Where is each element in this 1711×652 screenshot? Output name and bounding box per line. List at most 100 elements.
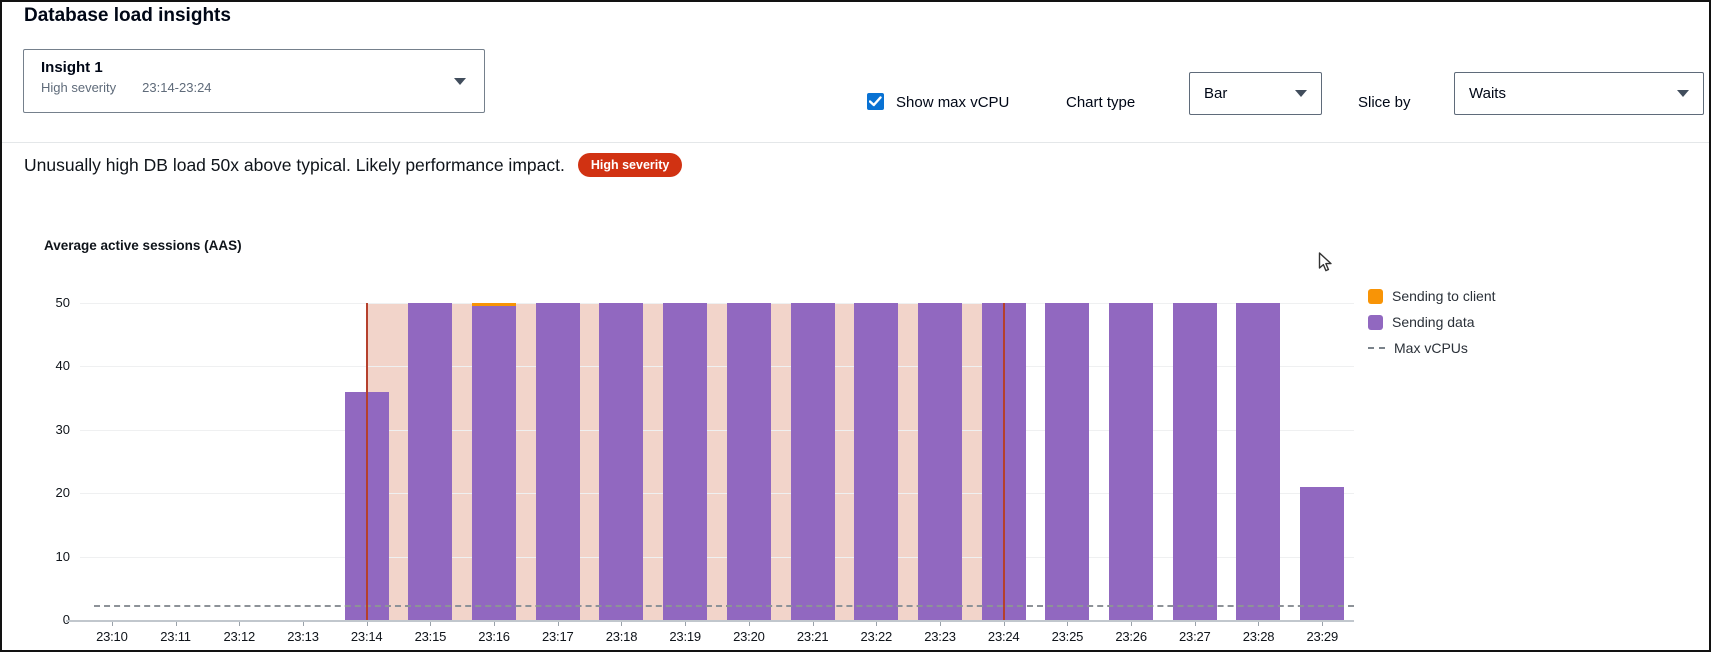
y-tick-label: 30 (55, 421, 70, 437)
legend-swatch-icon (1368, 314, 1383, 330)
legend-label: Max vCPUs (1394, 340, 1468, 356)
chart-title: Average active sessions (AAS) (44, 238, 242, 253)
x-tick-label: 23:28 (1242, 629, 1275, 644)
bar-23:27-sending-data[interactable] (1172, 303, 1217, 620)
x-tick-label: 23:18 (605, 629, 638, 644)
aas-bar-chart[interactable] (66, 303, 1354, 626)
legend-swatch-icon (1368, 288, 1383, 304)
slice-by-select[interactable]: Waits (1454, 72, 1704, 115)
x-tick-label: 23:10 (96, 629, 128, 644)
x-tick-mark (939, 622, 941, 626)
insight-selector-value: Insight 1 (41, 59, 103, 76)
bar-23:21-sending-data[interactable] (790, 303, 835, 620)
legend-label: Sending data (1392, 314, 1475, 330)
gridline (80, 493, 1354, 495)
insight-selector-subtext: High severity 23:14-23:24 (41, 78, 468, 98)
x-tick-mark (1003, 622, 1005, 626)
chart-legend: Sending to client Sending data Max vCPUs (1368, 288, 1496, 366)
bar-23:29-sending-data[interactable] (1300, 486, 1345, 620)
slice-by-selected-value: Waits (1469, 85, 1506, 102)
bar-23:28-sending-data[interactable] (1236, 303, 1281, 620)
legend-item: Sending to client (1368, 288, 1496, 304)
y-tick-label: 40 (55, 358, 70, 374)
x-tick-mark (175, 622, 177, 626)
x-tick-mark (621, 622, 623, 626)
x-tick-mark (812, 622, 814, 626)
x-tick-mark (1258, 622, 1260, 626)
gridline (80, 429, 1354, 431)
insight-time-range: 23:14-23:24 (142, 80, 212, 95)
x-tick-mark (111, 622, 113, 626)
bar-23:26-sending-data[interactable] (1109, 303, 1154, 620)
x-tick-label: 23:13 (287, 629, 319, 644)
x-tick-label: 23:21 (796, 629, 829, 644)
insight-boundary-line (1002, 303, 1005, 620)
x-tick-label: 23:16 (478, 629, 510, 644)
bar-23:20-sending-data[interactable] (726, 303, 771, 620)
check-icon (869, 96, 882, 107)
y-tick-label: 0 (34, 612, 70, 627)
x-tick-mark (1131, 622, 1133, 626)
show-max-vcpu-checkbox[interactable] (867, 93, 884, 110)
bar-23:15-sending-data[interactable] (408, 303, 453, 620)
x-tick-label: 23:17 (542, 629, 574, 644)
x-tick-label: 23:22 (860, 629, 893, 644)
bar-23:17-sending-data[interactable] (535, 303, 580, 620)
bar-23:18-sending-data[interactable] (599, 303, 644, 620)
x-axis-labels: 23:10 23:11 23:12 23:13 23:14 23:15 23:16 23:17… (80, 629, 1354, 644)
insight-summary: Unusually high DB load 50x above typical… (24, 153, 683, 178)
insight-summary-text: Unusually high DB load 50x above typical… (24, 154, 565, 175)
bar-23:22-sending-data[interactable] (854, 303, 899, 620)
bar-23:16-sending-to-client[interactable] (472, 303, 517, 307)
severity-badge: High severity (577, 153, 683, 178)
x-tick-label: 23:12 (223, 629, 256, 644)
x-tick-mark (748, 622, 750, 626)
bar-23:19-sending-data[interactable] (663, 303, 708, 620)
chart-type-select[interactable]: Bar (1189, 72, 1322, 115)
gridline (80, 556, 1354, 558)
x-tick-mark (1067, 622, 1069, 626)
x-tick-label: 23:15 (414, 629, 447, 644)
x-tick-mark (239, 622, 241, 626)
x-tick-mark (685, 622, 687, 626)
x-tick-label: 23:29 (1306, 629, 1338, 644)
x-tick-mark (430, 622, 432, 626)
bar-23:25-sending-data[interactable] (1045, 303, 1090, 620)
x-tick-mark (1322, 622, 1324, 626)
x-tick-label: 23:14 (350, 629, 383, 644)
chart-type-selected-value: Bar (1204, 85, 1228, 102)
chart-type-label: Chart type (1066, 94, 1136, 111)
x-tick-label: 23:25 (1051, 629, 1084, 644)
insight-severity: High severity (41, 80, 117, 95)
chevron-down-icon (1295, 90, 1307, 97)
slice-by-label: Slice by (1358, 94, 1411, 111)
insight-selector[interactable]: Insight 1 High severity 23:14-23:24 (23, 49, 485, 113)
insight-boundary-line (365, 303, 368, 620)
x-tick-mark (557, 622, 559, 626)
max-vcpus-line (94, 605, 1354, 608)
x-tick-label: 23:27 (1179, 629, 1211, 644)
chevron-down-icon (1677, 90, 1689, 97)
x-tick-mark (876, 622, 878, 626)
x-tick-label: 23:26 (1115, 629, 1147, 644)
show-max-vcpu-label[interactable]: Show max vCPU (896, 94, 1010, 111)
y-tick-label: 10 (55, 548, 70, 564)
x-tick-label: 23:20 (733, 629, 765, 644)
gridline (80, 366, 1354, 368)
chevron-down-icon (454, 78, 466, 85)
page-title: Database load insights (24, 5, 231, 26)
x-tick-label: 23:23 (924, 629, 956, 644)
bar-23:16-sending-data[interactable] (472, 306, 517, 620)
legend-dashed-line-icon (1368, 347, 1385, 349)
bar-23:23-sending-data[interactable] (917, 303, 962, 620)
section-divider (2, 142, 1709, 143)
y-tick-label: 20 (55, 485, 70, 501)
x-tick-label: 23:11 (160, 629, 191, 644)
legend-item: Max vCPUs (1368, 340, 1496, 356)
legend-label: Sending to client (1392, 288, 1496, 304)
legend-item: Sending data (1368, 314, 1496, 330)
mouse-cursor-icon (1318, 252, 1332, 272)
x-tick-mark (366, 622, 368, 626)
gridline (80, 303, 1354, 304)
